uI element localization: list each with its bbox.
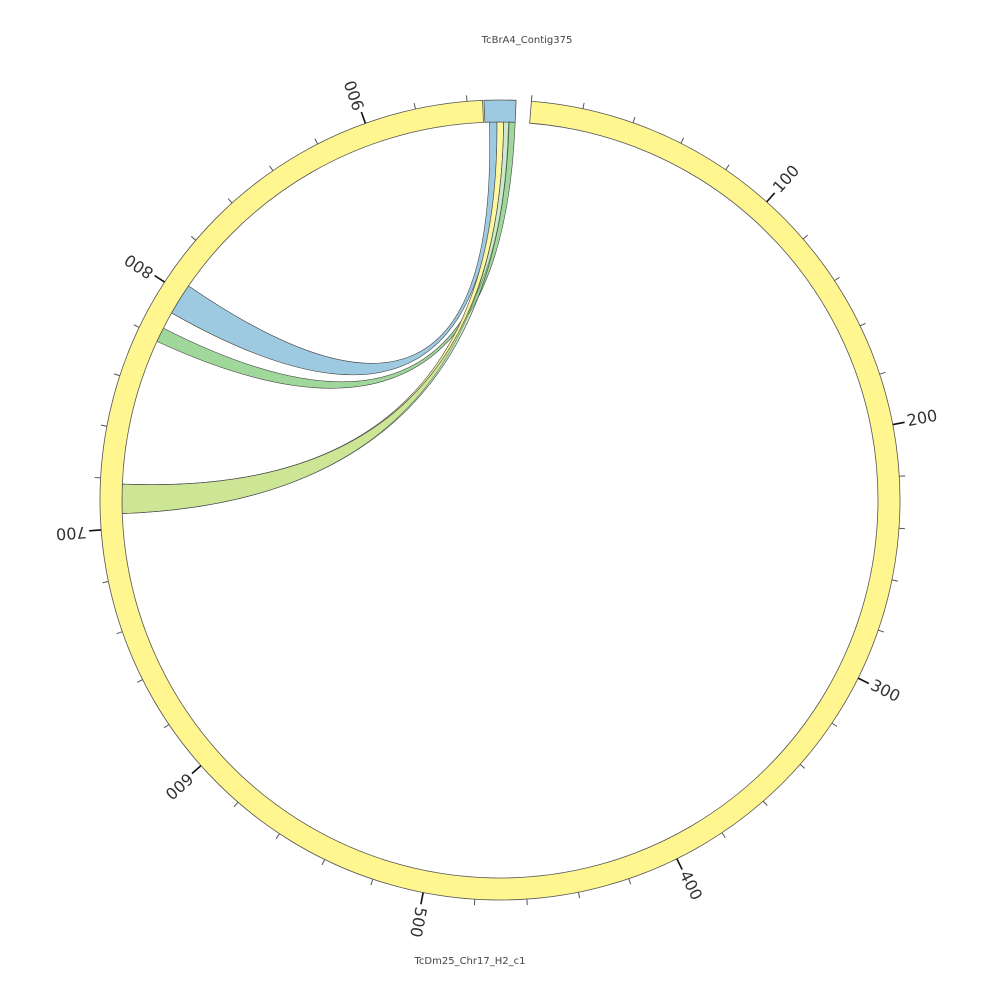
major-tick xyxy=(766,192,776,203)
contig-ideogram xyxy=(483,99,517,123)
tick-marks xyxy=(89,95,906,906)
minor-tick xyxy=(227,198,233,204)
minor-tick xyxy=(577,892,581,899)
minor-tick xyxy=(314,138,319,145)
minor-tick xyxy=(233,801,239,808)
minor-tick xyxy=(370,879,374,886)
major-tick xyxy=(892,421,905,426)
minor-tick xyxy=(275,833,280,839)
chr-ideogram xyxy=(99,99,901,901)
major-tick xyxy=(360,111,367,124)
tick-label: 700 xyxy=(55,523,87,544)
minor-tick xyxy=(137,679,143,683)
major-tick xyxy=(857,677,870,685)
minor-tick xyxy=(878,629,885,633)
minor-tick xyxy=(831,722,838,727)
minor-tick xyxy=(321,859,326,866)
tick-label: 800 xyxy=(121,250,157,283)
minor-tick xyxy=(879,371,886,375)
tick-label: 300 xyxy=(868,675,904,706)
major-tick xyxy=(676,858,683,870)
contig-label: TcBrA4_Contig375 xyxy=(481,35,573,46)
tick-label: 900 xyxy=(340,78,368,113)
minor-tick xyxy=(413,103,416,110)
tick-label: 200 xyxy=(905,406,939,430)
minor-tick xyxy=(891,579,898,582)
minor-tick xyxy=(582,102,585,109)
minor-tick xyxy=(802,234,809,240)
link-ribbons xyxy=(121,121,516,514)
major-tick xyxy=(89,529,102,532)
minor-tick xyxy=(799,763,806,769)
minor-tick xyxy=(113,373,120,377)
minor-tick xyxy=(133,324,140,328)
ideograms xyxy=(99,99,901,901)
tick-label: 600 xyxy=(161,769,196,803)
minor-tick xyxy=(628,878,632,885)
major-tick xyxy=(420,892,424,905)
minor-tick xyxy=(680,137,685,144)
link-ribbon-3 xyxy=(121,121,504,514)
minor-tick xyxy=(163,724,170,729)
chromosome-label: TcDm25_Chr17_H2_c1 xyxy=(414,956,526,967)
minor-tick xyxy=(859,322,866,327)
minor-tick xyxy=(725,164,730,171)
minor-tick xyxy=(116,631,123,635)
minor-tick xyxy=(632,116,636,123)
minor-tick xyxy=(762,800,768,806)
tick-label: 500 xyxy=(406,905,431,939)
major-tick xyxy=(191,765,202,775)
major-tick xyxy=(154,274,166,283)
tick-label: 100 xyxy=(769,161,804,196)
minor-tick xyxy=(834,276,840,282)
minor-tick xyxy=(721,832,726,839)
minor-tick xyxy=(190,236,197,241)
minor-tick xyxy=(100,424,107,427)
minor-tick xyxy=(269,165,274,171)
minor-tick xyxy=(102,581,109,584)
tick-label: 400 xyxy=(676,867,707,903)
